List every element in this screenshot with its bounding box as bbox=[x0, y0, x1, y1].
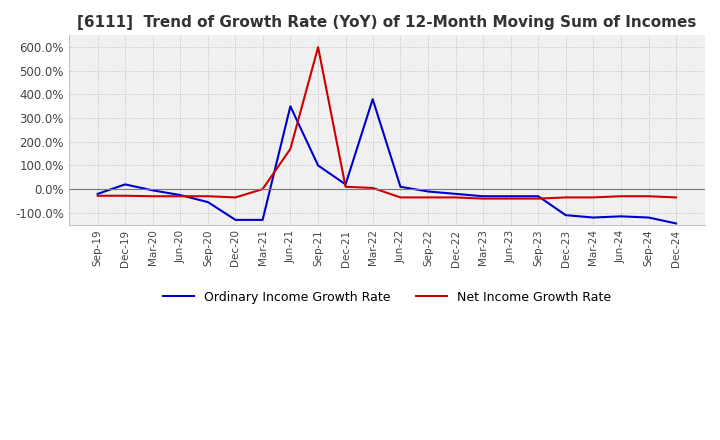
Legend: Ordinary Income Growth Rate, Net Income Growth Rate: Ordinary Income Growth Rate, Net Income … bbox=[158, 286, 616, 309]
Title: [6111]  Trend of Growth Rate (YoY) of 12-Month Moving Sum of Incomes: [6111] Trend of Growth Rate (YoY) of 12-… bbox=[77, 15, 696, 30]
Line: Net Income Growth Rate: Net Income Growth Rate bbox=[98, 47, 676, 198]
Line: Ordinary Income Growth Rate: Ordinary Income Growth Rate bbox=[98, 99, 676, 224]
